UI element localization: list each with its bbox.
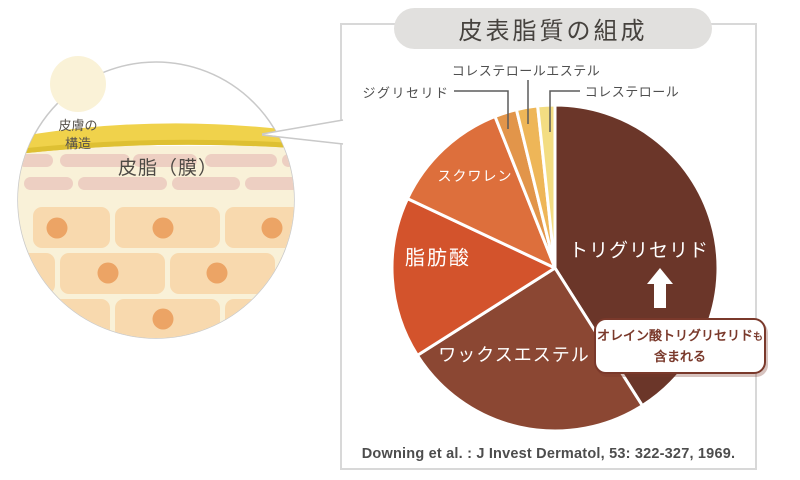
cell-nuclei <box>46 217 283 330</box>
slice-label-fatty-acid: 脂肪酸 <box>405 247 471 270</box>
pie-slice-fatty-acid <box>390 197 557 357</box>
leader-lines <box>454 80 580 132</box>
up-arrow-icon <box>647 268 673 308</box>
slice-label-wax-ester: ワックスエステル <box>438 345 590 365</box>
slice-label-cholesterol-ester: コレステロールエステル <box>451 63 601 79</box>
leader-line-cholesterol <box>549 90 580 132</box>
sebum-film-band-shadow <box>18 139 294 156</box>
slice-label-diglyceride: ジグリセリド <box>362 85 450 101</box>
annotation-callout: オレイン酸トリグリセリドも 含まれる <box>594 318 766 374</box>
skin-cross-section-illustration <box>17 56 295 339</box>
skin-structure-badge-label: 皮膚の 構造 <box>58 118 98 151</box>
pie-slice-squalene <box>406 114 557 270</box>
pie-slice-cholesterol <box>536 103 557 270</box>
callout-line1: オレイン酸トリグリセリド <box>596 328 753 343</box>
callout-line1-small: も <box>753 332 763 343</box>
sebum-film-label: 皮脂（膜） <box>117 158 218 179</box>
source-citation: Downing et al. : J Invest Dermatol, 53: … <box>361 446 736 462</box>
panel-title-pill: 皮表脂質の組成 <box>394 8 712 49</box>
composition-panel: 皮表脂質の組成 トリグリセリド ワックスエステル 脂肪酸 スクワレン ジグリセリ… <box>340 8 766 470</box>
panel-title: 皮表脂質の組成 <box>458 18 648 45</box>
leader-line-diglyceride <box>454 90 509 129</box>
skin-structure-badge-circle <box>50 56 106 112</box>
slice-label-squalene: スクワレン <box>437 168 513 184</box>
pie-slice-wax-ester <box>415 266 644 433</box>
slice-label-cholesterol: コレステロール <box>584 84 680 100</box>
slice-label-triglyceride: トリグリセリド <box>568 240 710 262</box>
callout-line2: 含まれる <box>653 348 706 364</box>
